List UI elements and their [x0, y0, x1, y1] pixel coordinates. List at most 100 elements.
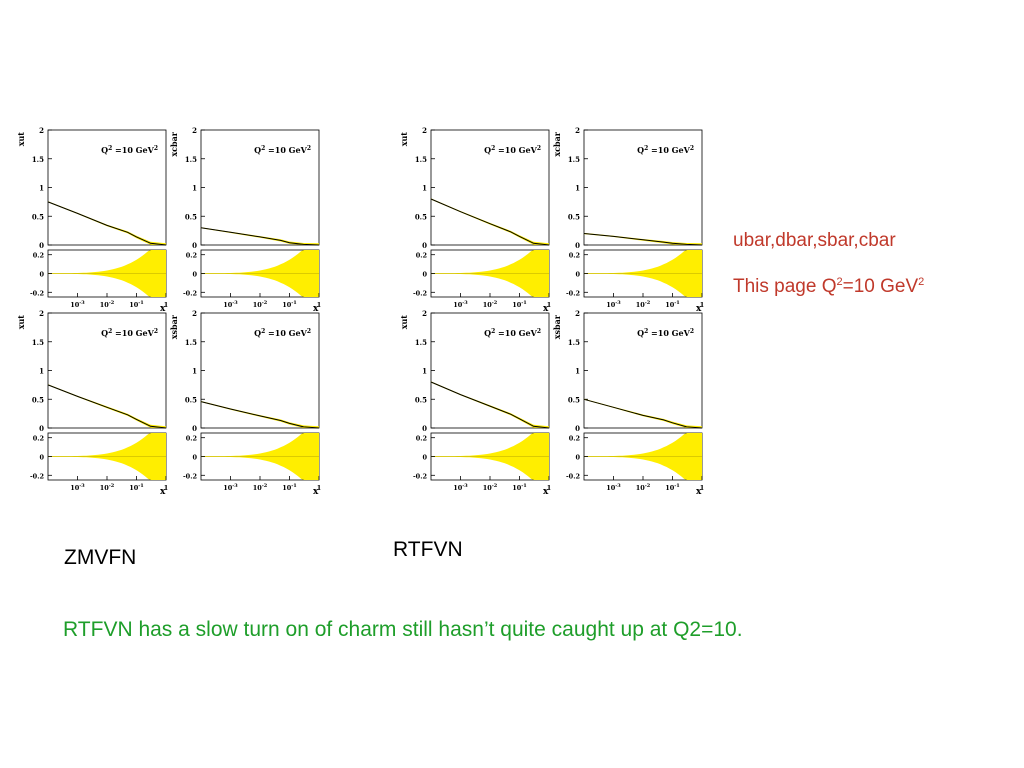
y-tick-label: 1: [575, 184, 580, 193]
y-tick-label: 2: [422, 309, 427, 318]
ratio-tick-label: 0.2: [416, 435, 427, 443]
q2-unit-superscript: 2: [307, 328, 311, 335]
q2-lead: Q: [484, 145, 491, 155]
pdf-curve: [583, 398, 703, 429]
x-tick-base: 1: [547, 484, 552, 492]
y-tick-label: 1.5: [568, 338, 580, 347]
y-tick-label: 1.5: [415, 338, 427, 347]
x-tick-label: 10-2: [483, 483, 498, 492]
x-tick-base: 10: [223, 484, 233, 492]
top-uncertainty-band: [584, 232, 702, 245]
x-tick-base: 10: [636, 484, 646, 492]
q2-annotation: Q2 =10 GeV2: [637, 328, 694, 338]
y-tick-label: 1: [192, 184, 197, 193]
q2-annotation: Q2 =10 GeV2: [254, 145, 311, 155]
q2-superscript: 2: [491, 328, 495, 335]
x-axis-label: x: [543, 304, 549, 314]
x-tick-label: 10-1: [665, 483, 680, 492]
x-tick-exponent: -3: [462, 300, 468, 306]
x-tick-label: 10-1: [665, 300, 680, 309]
q2-unit-superscript: 2: [307, 145, 311, 152]
y-tick-label: 0.5: [185, 212, 197, 221]
x-tick-label: 10-1: [129, 300, 144, 309]
q2-unit-superscript: 2: [537, 328, 541, 335]
x-tick-exponent: -3: [79, 483, 85, 489]
x-tick-label: 10-2: [483, 300, 498, 309]
rtfvn-label: RTFVN: [393, 538, 463, 561]
ratio-tick-label: 0.2: [569, 252, 580, 260]
q2-tail: =10 GeV: [112, 328, 154, 338]
x-tick-exponent: -3: [79, 300, 85, 306]
y-tick-label: 0: [575, 424, 580, 433]
q2-tail: =10 GeV: [495, 145, 537, 155]
x-tick-base: 10: [100, 301, 110, 309]
x-tick-exponent: -2: [109, 300, 115, 306]
y-axis-label: xcbar: [552, 131, 562, 156]
ratio-tick-label: -0.2: [183, 472, 197, 480]
x-tick-base: 10: [70, 484, 80, 492]
y-tick-label: 0: [422, 424, 427, 433]
y-tick-label: 1: [422, 184, 427, 193]
x-tick-base: 1: [164, 301, 169, 309]
x-tick-exponent: -1: [674, 300, 680, 306]
x-axis-label: x: [313, 487, 319, 497]
pdf-curve: [430, 198, 550, 246]
y-tick-label: 0.5: [415, 395, 427, 404]
x-tick-base: 10: [665, 301, 675, 309]
top-uncertainty-band: [431, 381, 549, 428]
x-axis-label: x: [313, 304, 319, 314]
q2-annotation: Q2 =10 GeV2: [484, 328, 541, 338]
x-tick-base: 10: [483, 484, 493, 492]
page-scale-prefix: This page Q: [733, 276, 837, 297]
top-uncertainty-band: [201, 401, 319, 428]
y-tick-label: 1: [422, 367, 427, 376]
x-tick-exponent: -3: [615, 300, 621, 306]
pdf-curve: [47, 201, 167, 246]
x-tick-exponent: -2: [645, 300, 651, 306]
x-tick-base: 1: [700, 301, 705, 309]
pdf-curve: [430, 381, 550, 429]
ratio-tick-label: 0.2: [33, 252, 44, 260]
x-tick-base: 10: [453, 301, 463, 309]
q2-lead: Q: [484, 328, 491, 338]
q2-lead: Q: [637, 145, 644, 155]
ratio-tick-label: 0: [422, 271, 427, 279]
ratio-tick-label: 0: [575, 454, 580, 462]
x-tick-label: 1: [317, 484, 322, 492]
x-tick-label: 1: [164, 484, 169, 492]
ratio-tick-label: -0.2: [413, 472, 427, 480]
page-scale-sup-2: 2: [918, 276, 925, 288]
x-tick-label: 10-3: [70, 483, 85, 492]
page-scale-mid: =10 GeV: [842, 276, 919, 297]
x-tick-exponent: -1: [291, 483, 297, 489]
ratio-tick-label: 0: [192, 271, 197, 279]
x-tick-label: 10-2: [100, 300, 115, 309]
q2-lead: Q: [254, 328, 261, 338]
x-tick-label: 10-3: [606, 483, 621, 492]
x-tick-exponent: -3: [232, 300, 238, 306]
q2-superscript: 2: [491, 145, 495, 152]
x-tick-base: 10: [253, 301, 263, 309]
x-tick-label: 10-3: [606, 300, 621, 309]
x-tick-base: 10: [665, 484, 675, 492]
x-tick-base: 1: [317, 484, 322, 492]
ratio-tick-label: -0.2: [566, 472, 580, 480]
x-tick-exponent: -2: [262, 300, 268, 306]
x-tick-exponent: -3: [462, 483, 468, 489]
y-tick-label: 2: [192, 126, 197, 135]
x-tick-base: 10: [606, 301, 616, 309]
y-axis-label: xut: [399, 132, 409, 147]
x-tick-exponent: -2: [492, 483, 498, 489]
y-tick-label: 1: [575, 367, 580, 376]
y-tick-label: 2: [575, 126, 580, 135]
top-uncertainty-band: [431, 198, 549, 245]
x-tick-label: 10-3: [70, 300, 85, 309]
y-tick-label: 0.5: [32, 212, 44, 221]
q2-superscript: 2: [108, 145, 112, 152]
y-tick-label: 0.5: [568, 395, 580, 404]
